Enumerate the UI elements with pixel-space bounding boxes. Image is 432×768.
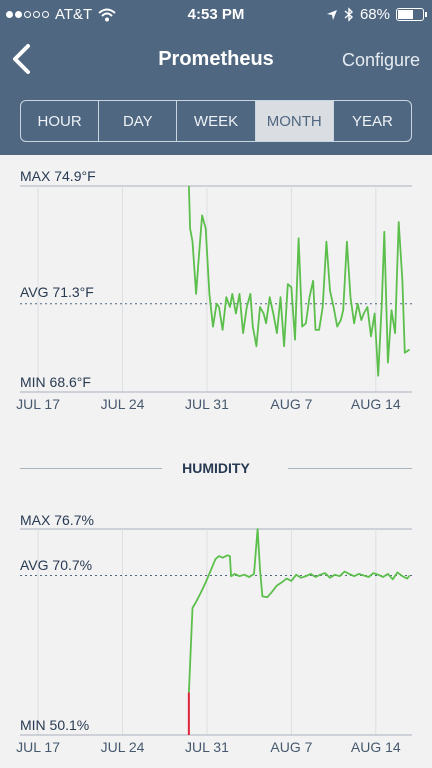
temperature-min-label: MIN 68.6°F (20, 374, 91, 390)
wifi-icon (98, 8, 116, 21)
x-tick-label: AUG 14 (350, 739, 401, 755)
back-chevron-icon[interactable] (10, 42, 34, 76)
status-time: 4:53 PM (187, 6, 245, 23)
signal-dot (6, 11, 13, 18)
signal-dot (15, 11, 22, 18)
header-bar: AT&T 4:53 PM 68% Prometheus Configure HO… (0, 0, 432, 155)
humidity-title: HUMIDITY (182, 460, 250, 476)
page-title: Prometheus (158, 48, 274, 70)
humidity-min-label: MIN 50.1% (20, 717, 90, 733)
temperature-chart: MAX 74.9°F AVG 71.3°F MIN 68.6°F JUL 17 J… (0, 155, 432, 420)
x-tick-label: JUL 31 (185, 396, 229, 412)
humidity-chart: MAX 76.7% AVG 70.7% MIN 50.1% JUL 17 JUL … (0, 500, 432, 768)
temperature-max-label: MAX 74.9°F (20, 168, 96, 184)
tab-hour[interactable]: HOUR (21, 101, 100, 141)
x-tick-label: JUL 24 (100, 396, 145, 412)
battery-icon (396, 8, 427, 21)
x-tick-label: JUL 31 (185, 739, 229, 755)
tab-year[interactable]: YEAR (351, 112, 393, 130)
x-tick-label: AUG 14 (350, 396, 401, 412)
signal-dot (42, 11, 49, 18)
data-series-line (188, 528, 411, 693)
signal-dot (24, 11, 31, 18)
humidity-plot (20, 528, 412, 736)
temperature-avg-label: AVG 71.3°F (20, 284, 94, 300)
tab-day[interactable]: DAY (99, 101, 178, 141)
tab-month[interactable]: MONTH (255, 101, 334, 141)
humidity-avg-label: AVG 70.7% (20, 557, 93, 573)
x-tick-label: JUL 17 (16, 396, 60, 412)
data-series-line (188, 185, 411, 377)
configure-button[interactable]: Configure (341, 50, 420, 70)
x-tick-label: AUG 7 (270, 396, 313, 412)
carrier-label: AT&T (55, 6, 93, 23)
humidity-max-label: MAX 76.7% (20, 512, 94, 528)
signal-strength-icon (6, 11, 49, 18)
time-range-selector: HOUR DAY WEEK MONTH YEAR (20, 100, 412, 142)
temperature-plot (20, 185, 412, 393)
tab-week[interactable]: WEEK (177, 101, 256, 141)
divider (288, 468, 412, 469)
signal-dot (33, 11, 40, 18)
location-arrow-icon (326, 9, 337, 20)
status-bar: AT&T 4:53 PM 68% (0, 0, 432, 30)
x-tick-label: JUL 24 (100, 739, 145, 755)
battery-percent: 68% (359, 6, 390, 23)
divider (20, 468, 162, 469)
x-tick-label: AUG 7 (270, 739, 313, 755)
x-tick-label: JUL 17 (16, 739, 60, 755)
bluetooth-icon (344, 7, 353, 22)
humidity-section-header: HUMIDITY (20, 459, 412, 479)
